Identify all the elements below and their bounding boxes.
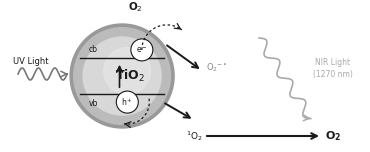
Text: h$^+$: h$^+$ (121, 96, 133, 108)
Circle shape (83, 37, 161, 115)
Text: $\mathbf{O_2}$: $\mathbf{O_2}$ (325, 129, 341, 143)
Text: UV Light: UV Light (13, 57, 48, 67)
Circle shape (131, 39, 153, 61)
Text: O$_2$$^{-\bullet}$: O$_2$$^{-\bullet}$ (206, 62, 228, 74)
Text: O$_2$: O$_2$ (128, 0, 142, 14)
Circle shape (70, 24, 174, 128)
Circle shape (116, 91, 138, 113)
Circle shape (104, 48, 151, 94)
Text: cb: cb (89, 45, 98, 54)
Text: NIR Light
(1270 nm): NIR Light (1270 nm) (313, 58, 353, 79)
Text: TiO$_2$: TiO$_2$ (115, 68, 145, 84)
Text: vb: vb (89, 98, 98, 107)
Text: e$^-$: e$^-$ (136, 45, 148, 55)
Circle shape (74, 28, 171, 124)
Text: $^1$O$_2$: $^1$O$_2$ (186, 129, 203, 143)
